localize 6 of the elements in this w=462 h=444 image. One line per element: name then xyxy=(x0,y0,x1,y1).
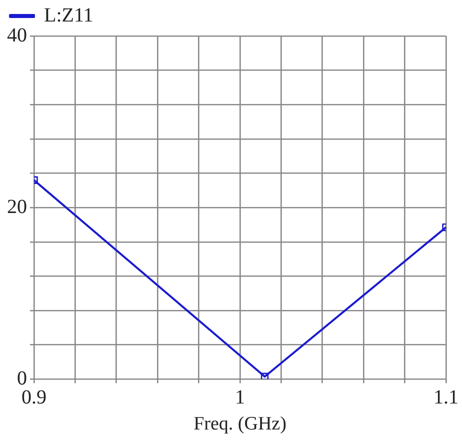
y-tick-label: 40 xyxy=(7,24,27,46)
x-tick-label: 1.1 xyxy=(434,386,458,408)
y-tick-label: 20 xyxy=(7,196,27,218)
x-tick-label: 1 xyxy=(235,386,245,408)
legend-label: L:Z11 xyxy=(44,4,94,26)
x-axis-title: Freq. (GHz) xyxy=(194,414,286,435)
